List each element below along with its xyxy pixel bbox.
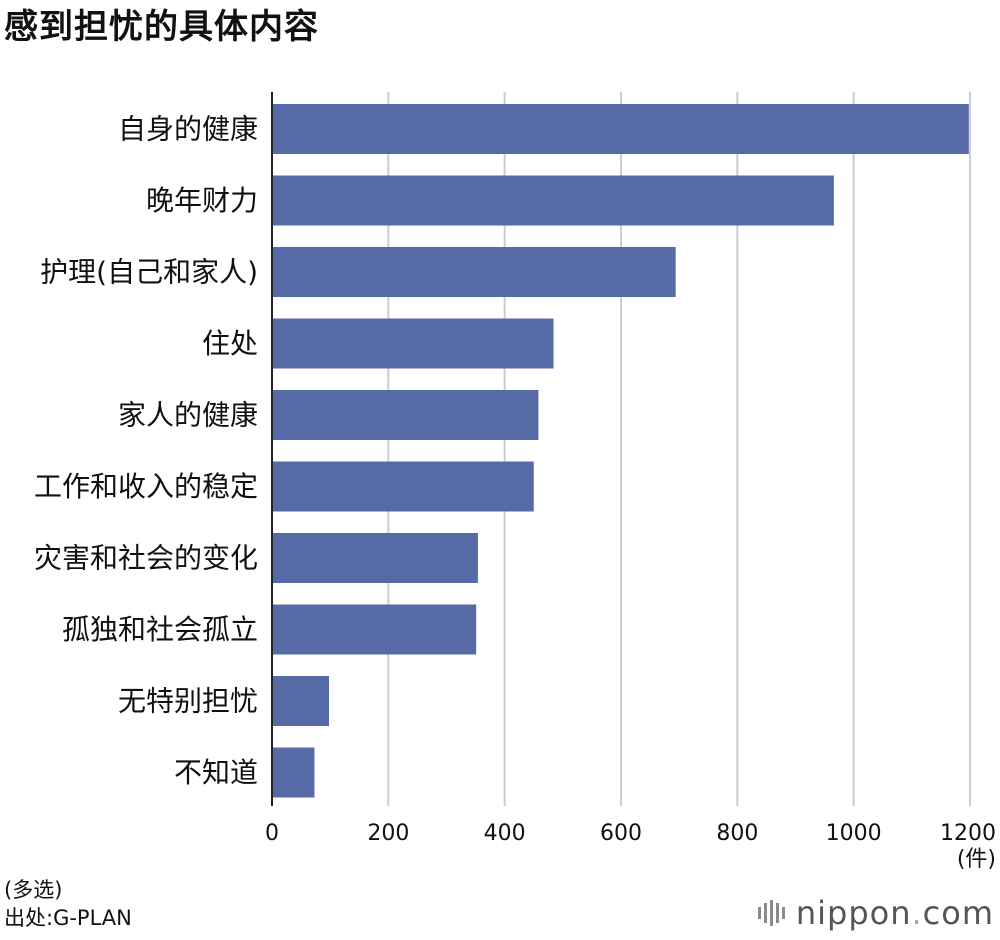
- category-label: 灾害和社会的变化: [34, 542, 258, 575]
- x-tick-label: 800: [716, 821, 758, 846]
- x-tick-label: 0: [265, 821, 279, 846]
- category-label: 护理(自己和家人): [40, 256, 258, 289]
- x-tick-label: 600: [600, 821, 642, 846]
- category-label: 住处: [202, 327, 258, 360]
- source-note: 出处:G-PLAN: [4, 906, 132, 930]
- bar: [272, 318, 554, 369]
- bars: [272, 104, 969, 798]
- category-label: 无特别担忧: [118, 685, 258, 718]
- logo-suffix: com: [922, 894, 994, 932]
- bar: [272, 175, 834, 226]
- x-tick-label: 1000: [826, 821, 882, 846]
- chart-title: 感到担忧的具体内容: [4, 7, 319, 47]
- bar: [272, 533, 478, 583]
- category-label: 自身的健康: [118, 113, 258, 146]
- bar: [272, 461, 534, 512]
- x-tick-label: 200: [367, 821, 409, 846]
- category-label: 孤独和社会孤立: [62, 613, 258, 646]
- bar: [272, 390, 539, 440]
- bar: [272, 747, 315, 798]
- logo-dot: .: [911, 894, 923, 932]
- bar: [272, 604, 477, 655]
- x-tick-label: 1200: [940, 821, 996, 846]
- category-label: 不知道: [174, 756, 258, 789]
- x-tick-label: 400: [484, 821, 526, 846]
- nippon-logo: nippon. com: [757, 894, 994, 932]
- category-label: 工作和收入的稳定: [34, 470, 258, 503]
- logo-bars-icon: [757, 900, 788, 926]
- x-unit-label: (件): [957, 847, 996, 870]
- category-label: 家人的健康: [118, 399, 258, 432]
- category-label: 晚年财力: [146, 184, 258, 217]
- bar: [272, 247, 676, 297]
- logo-text: nippon: [795, 894, 912, 932]
- bar: [272, 676, 330, 726]
- multiple-choice-note: (多选): [4, 878, 63, 902]
- bar: [272, 104, 969, 154]
- x-tick-labels: 0 200 400 600 800 1000 1200: [265, 821, 996, 846]
